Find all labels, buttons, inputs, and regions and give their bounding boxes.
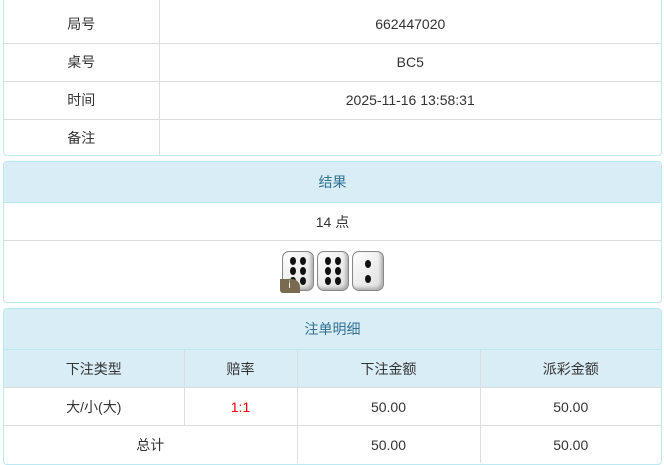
col-odds: 赔率: [183, 350, 298, 388]
pip: [364, 259, 371, 268]
bet-amount: 50.00: [296, 387, 481, 426]
label: 局号: [4, 0, 160, 44]
table-row: 大/小(大) 1:1 50.00 50.00: [4, 387, 661, 426]
pip: [289, 257, 296, 265]
die-6: [316, 251, 349, 291]
label: 备注: [4, 118, 160, 155]
pip: [289, 267, 296, 275]
time-value: 2025-11-16 13:58:31: [158, 80, 661, 120]
result-title: 结果: [4, 162, 661, 203]
pip: [324, 277, 331, 285]
info-icon[interactable]: i: [279, 279, 300, 293]
info-panel: 局号 662447020 桌号 BC5 时间 2025-11-16 13:58:31 …: [3, 0, 662, 156]
info-row-table: 桌号 BC5: [4, 42, 661, 82]
info-row-time: 时间 2025-11-16 13:58:31: [4, 80, 661, 120]
dice-group: i: [279, 251, 384, 293]
pip: [334, 267, 341, 275]
pip: [299, 267, 306, 275]
odds: 1:1: [183, 387, 298, 426]
pip: [299, 257, 306, 265]
result-panel: 结果 14 点 i: [3, 161, 662, 303]
points: 14 点: [4, 203, 661, 241]
total-amount: 50.00: [296, 425, 481, 463]
total-payout: 50.00: [479, 425, 661, 463]
bet-type: 大/小(大): [4, 387, 185, 426]
total-label: 总计: [4, 425, 298, 463]
total-row: 总计 50.00 50.00: [4, 425, 661, 463]
round-number: 662447020: [158, 0, 661, 44]
info-row-round: 局号 662447020: [4, 0, 661, 44]
bet-details-panel: 注单明细 下注类型 赔率 下注金额 派彩金额 大/小(大) 1:1 50.00 …: [3, 308, 662, 465]
table-header: 下注类型 赔率 下注金额 派彩金额: [4, 350, 661, 388]
bet-details-title: 注单明细: [4, 309, 661, 350]
note-value: [158, 118, 661, 155]
col-bet-type: 下注类型: [4, 350, 185, 388]
col-amount: 下注金额: [296, 350, 481, 388]
pip: [324, 257, 331, 265]
pip: [324, 267, 331, 275]
label: 时间: [4, 80, 160, 120]
table-number: BC5: [158, 42, 661, 82]
die-2: [351, 251, 384, 291]
pip: [364, 274, 371, 283]
label: 桌号: [4, 42, 160, 82]
pip: [334, 277, 341, 285]
pip: [299, 277, 306, 285]
col-payout: 派彩金额: [479, 350, 661, 388]
info-row-note: 备注: [4, 118, 661, 155]
pip: [334, 257, 341, 265]
payout: 50.00: [479, 387, 661, 426]
